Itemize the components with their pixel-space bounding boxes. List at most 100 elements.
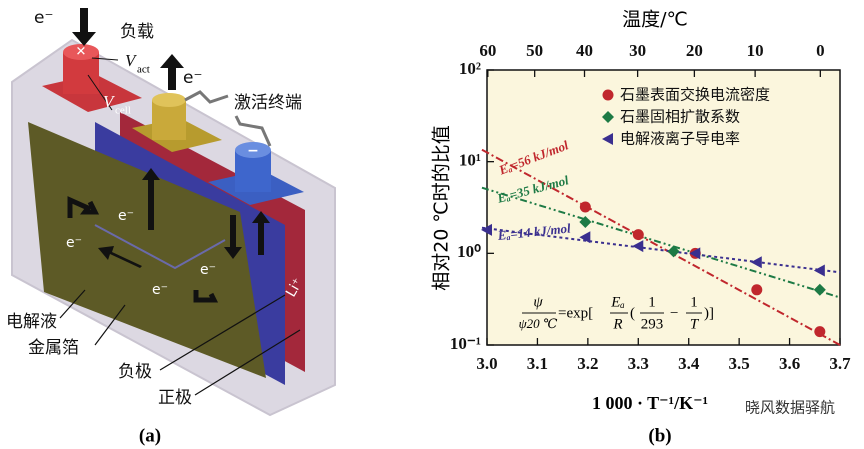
battery-diagram: ✕ − e⁻ 负载 V act e⁻ 激活终端 V cell — [6, 8, 336, 446]
data-point — [813, 283, 826, 296]
formula-part: )] — [704, 305, 714, 321]
pointer — [94, 304, 126, 346]
watermark: 晓风数据驿航 — [745, 399, 835, 417]
terminal-label: 激活终端 — [234, 93, 302, 113]
x-tick-label: 3.6 — [779, 354, 800, 373]
formula-part: ψ20 ℃ — [519, 316, 558, 331]
legend-label: 石墨固相扩散系数 — [620, 108, 740, 126]
arrow — [67, 196, 100, 218]
y-tick-label: 10⁻¹ — [450, 334, 481, 353]
x-tick-label: 3.4 — [678, 354, 700, 373]
current-path — [94, 224, 226, 270]
formula-part: ψ — [533, 294, 543, 310]
arrow — [72, 8, 96, 46]
terminal-sign: − — [247, 143, 259, 159]
foil-label: 金属箔 — [28, 338, 79, 358]
data-point — [667, 245, 680, 258]
terminal-sign: ✕ — [76, 45, 87, 60]
data-point — [579, 231, 591, 244]
terminal-top — [235, 142, 271, 158]
wire — [234, 115, 272, 147]
data-point — [632, 240, 644, 253]
load-label: 负载 — [120, 22, 154, 42]
y-axis-title: 相对20 ℃时的比值 — [431, 125, 453, 291]
formula-part: 1 — [648, 294, 656, 310]
data-point — [632, 229, 644, 241]
v-cell-subscript: cell — [115, 105, 131, 117]
foil-plate — [28, 122, 266, 378]
y-tick-label: 10² — [459, 59, 481, 78]
legend-marker — [602, 89, 614, 101]
electrolyte-label: 电解液 — [6, 312, 57, 332]
x-tick-label: 3.5 — [729, 354, 750, 373]
x-tick-label: 3.1 — [527, 354, 548, 373]
x-tick-label: 3.7 — [829, 354, 851, 373]
panel-caption: (b) — [648, 425, 671, 446]
fit-line — [481, 226, 841, 274]
wire — [184, 90, 229, 104]
x2-tick-label: 10 — [747, 41, 764, 60]
data-point — [579, 215, 592, 228]
formula-part: − — [670, 305, 678, 321]
data-point — [579, 201, 591, 213]
arrow — [224, 215, 242, 259]
y-tick-label: 10¹ — [459, 151, 481, 170]
electron-label: e⁻ — [66, 235, 82, 251]
legend-label: 石墨表面交换电流密度 — [620, 86, 770, 104]
legend-marker — [602, 111, 614, 123]
panel-caption: (a) — [139, 425, 161, 446]
v-act-subscript: act — [137, 64, 150, 76]
x2-tick-label: 30 — [629, 41, 646, 60]
positive-label: 正极 — [158, 388, 192, 408]
terminal-top — [63, 44, 99, 60]
electron-label: e⁻ — [152, 282, 168, 298]
electron-label: e⁻ — [183, 68, 202, 88]
x2-tick-label: 40 — [576, 41, 593, 60]
x-axis-title: 1 000 · T⁻¹/K⁻¹ — [592, 393, 708, 413]
fit-line — [481, 148, 841, 346]
legend-marker — [602, 133, 613, 145]
formula-part: 1 — [690, 294, 698, 310]
pointer — [159, 294, 286, 371]
x-tick-label: 3.2 — [577, 354, 598, 373]
arrow — [98, 246, 142, 268]
data-point — [751, 284, 763, 296]
top-axis-title: 温度/℃ — [622, 9, 688, 31]
terminal-top — [152, 93, 186, 107]
v-cell-symbol: V — [103, 92, 116, 111]
x-tick-label: 3.0 — [476, 354, 497, 373]
formula-part: T — [690, 316, 700, 332]
electron-label: e⁻ — [34, 8, 53, 28]
arrow — [160, 54, 184, 90]
negative-label: 负极 — [118, 362, 152, 382]
v-act-symbol: V — [125, 51, 138, 70]
electron-label: e⁻ — [200, 262, 216, 278]
x2-tick-label: 0 — [816, 41, 825, 60]
data-point — [813, 264, 825, 277]
x-tick-label: 3.3 — [628, 354, 649, 373]
formula-part: R — [612, 316, 622, 332]
electron-label: e⁻ — [118, 208, 134, 224]
pointer — [194, 329, 301, 396]
formula-part: ( — [630, 305, 635, 321]
arrow — [193, 290, 219, 303]
data-point — [750, 256, 762, 269]
formula-part: =exp[ — [558, 305, 593, 321]
data-point — [689, 247, 701, 260]
arrow — [142, 168, 160, 230]
formula-part: Eₐ — [610, 294, 625, 310]
x2-tick-label: 20 — [686, 41, 703, 60]
pointer — [59, 289, 86, 319]
data-point — [814, 326, 826, 338]
y-tick-label: 10⁰ — [457, 242, 481, 261]
formula: ψ ψ20 ℃ =exp[ Eₐ R ( 1 293 − 1 T )] — [519, 294, 714, 332]
fit-line — [481, 186, 841, 299]
data-point — [481, 223, 492, 236]
arrow — [252, 211, 270, 255]
formula-part: 293 — [641, 316, 664, 332]
legend-label: 电解液离子导电率 — [620, 130, 740, 148]
pointer — [87, 74, 113, 111]
x2-tick-label: 50 — [526, 41, 543, 60]
x2-tick-label: 60 — [479, 41, 496, 60]
